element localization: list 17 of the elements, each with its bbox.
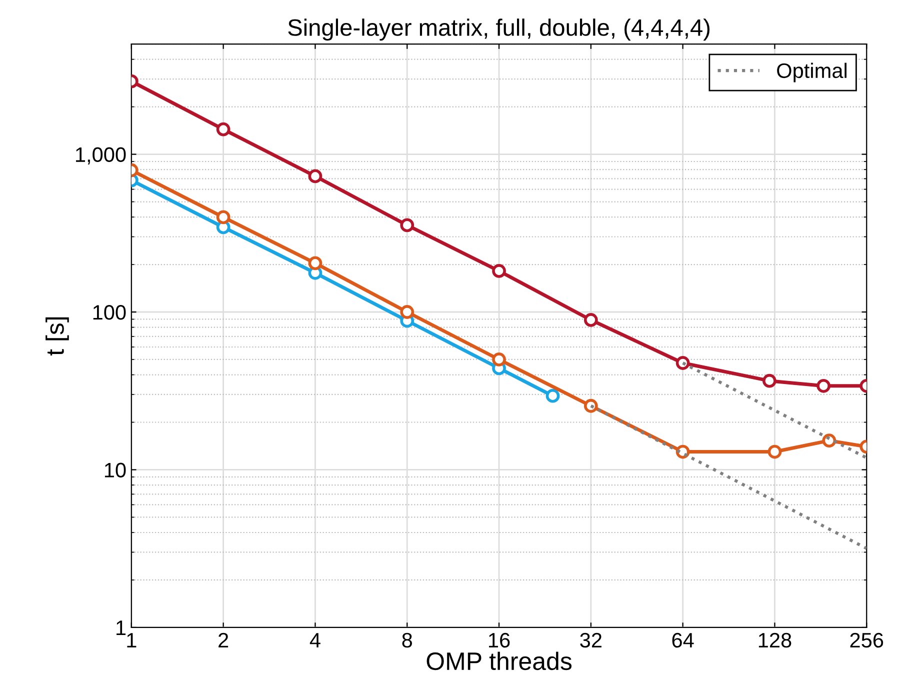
chart-title: Single-layer matrix, full, double, (4,4,4,4) [288,18,710,41]
y-tick-label: 1 [116,620,126,636]
y-axis-title: t [s] [46,317,69,356]
x-tick-label: 256 [850,632,884,648]
y-tick-label: 1,000 [76,147,126,164]
x-tick-label: 1 [127,633,136,648]
x-tick-label: 16 [489,632,510,648]
legend-label: Optimal [777,62,846,82]
y-tick-label: 10 [104,462,126,478]
y-tick-label: 100 [93,305,126,320]
x-axis-title: OMP threads [426,652,572,670]
x-tick-label: 32 [580,632,602,648]
x-tick-label: 2 [218,632,228,648]
x-tick-label: 4 [310,633,320,648]
x-tick-label: 8 [402,632,412,648]
x-tick-label: 64 [672,632,694,648]
x-tick-label: 128 [758,632,792,648]
